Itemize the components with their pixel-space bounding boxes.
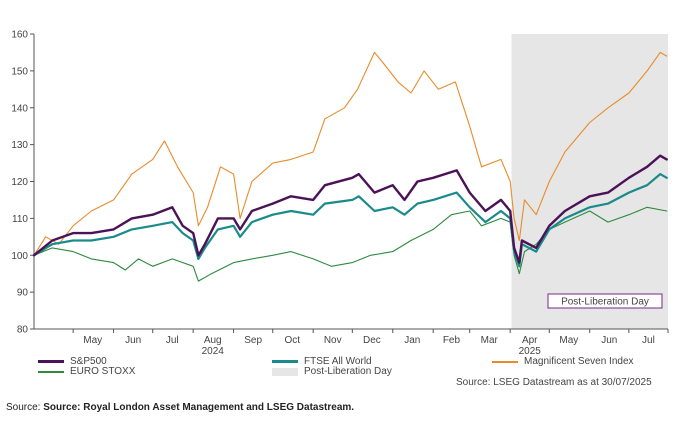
post-liberation-shade xyxy=(511,34,668,329)
footer-source: Source: Source: Royal London Asset Manag… xyxy=(6,402,354,413)
y-tick-label: 120 xyxy=(11,177,28,188)
y-tick-label: 160 xyxy=(11,30,28,41)
x-tick-label: Jun xyxy=(601,335,617,346)
annotation-box xyxy=(547,293,663,309)
y-tick-label: 140 xyxy=(11,103,28,114)
y-tick-label: 90 xyxy=(17,288,29,299)
x-tick-label: Apr xyxy=(522,335,538,346)
x-tick-label: May xyxy=(83,335,102,346)
legend-label-mag7: Magnificent Seven Index xyxy=(524,356,634,367)
y-tick-label: 80 xyxy=(17,325,29,336)
legend-label-ftse: FTSE All World xyxy=(304,356,372,367)
legend-swatch-eurostoxx xyxy=(38,370,64,373)
legend-label-eurostoxx: EURO STOXX xyxy=(70,366,136,377)
series-line-ftse-all-world xyxy=(32,173,668,268)
x-tick-label: Aug xyxy=(204,335,222,346)
x-tick-label: Mar xyxy=(481,335,499,346)
y-tick-label: 110 xyxy=(12,214,28,225)
legend-label-post-liberation: Post-Liberation Day xyxy=(304,366,392,377)
footer-text: Source: Royal London Asset Management an… xyxy=(43,402,355,413)
y-tick-label: 150 xyxy=(11,66,28,77)
x-year-label: 2024 xyxy=(202,346,225,357)
footer-prefix: Source: xyxy=(6,402,44,413)
y-tick-label: 100 xyxy=(11,251,28,262)
x-year-label: 2025 xyxy=(519,346,542,357)
x-tick-label: Jul xyxy=(642,335,655,346)
legend-label-sp500: S&P500 xyxy=(70,356,107,367)
x-tick-label: Feb xyxy=(443,335,461,346)
axis-layer: 80 90 100 110 120 130 140 150 160 May Jun Jul Aug Sep… xyxy=(11,30,669,357)
legend-item-ftse: FTSE All World xyxy=(272,356,372,367)
source-note: Source: LSEG Datastream as at 30/07/2025 xyxy=(456,377,652,388)
x-tick-label: Jan xyxy=(404,335,420,346)
legend-swatch-mag7 xyxy=(492,360,518,363)
x-tick-label: May xyxy=(559,335,578,346)
x-tick-label: Jul xyxy=(166,335,179,346)
x-tick-label: Sep xyxy=(244,335,262,346)
x-tick-label: Oct xyxy=(285,335,301,346)
legend-swatch-ftse xyxy=(272,360,298,363)
annotation-label: Post-Liberation Day xyxy=(561,297,649,308)
series-layer xyxy=(32,51,668,282)
legend-item-sp500: S&P500 xyxy=(38,356,107,367)
legend-item-post-liberation: Post-Liberation Day xyxy=(272,366,392,377)
x-tick-label: Dec xyxy=(363,335,381,346)
annotation-layer: Post-Liberation Day xyxy=(547,293,663,309)
series-line-magnificent-seven-index xyxy=(33,51,668,256)
legend-swatch-post-liberation xyxy=(272,367,298,376)
x-tick-label: Jun xyxy=(125,335,141,346)
series-line-s-p500 xyxy=(32,154,668,264)
y-tick-label: 130 xyxy=(11,140,28,151)
legend-swatch-sp500 xyxy=(38,360,64,363)
post-liberation-shade-layer xyxy=(511,34,668,329)
legend-item-eurostoxx: EURO STOXX xyxy=(38,366,135,377)
x-tick-label: Nov xyxy=(324,335,342,346)
legend-item-mag7: Magnificent Seven Index xyxy=(492,356,634,367)
